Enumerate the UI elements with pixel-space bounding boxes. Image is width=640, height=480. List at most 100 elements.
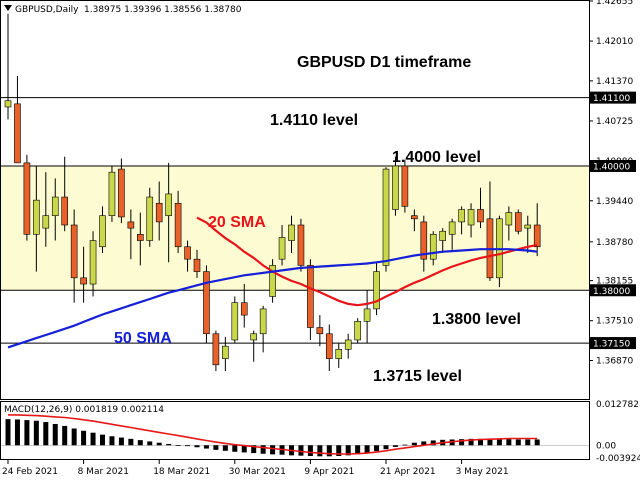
candle-body [429,234,437,260]
candle-body [373,271,380,310]
macd-bar [147,441,153,446]
macd-bar [496,439,502,446]
macd-tick-label: -0.003924 [596,454,640,464]
date-tick-label: 9 Apr 2021 [304,467,354,477]
candle [392,156,399,216]
candle [344,333,352,359]
macd-bar [137,440,143,446]
candle-body [467,209,475,226]
candle-body [155,202,163,223]
price-tick-label: 1.40725 [596,117,633,127]
candle [269,259,276,303]
candle [51,178,59,241]
macd-bar [364,445,370,454]
candle [325,324,333,372]
candle [335,343,343,368]
candle [533,203,541,257]
price-tick-label: 1.41370 [596,77,633,87]
candle-body [174,202,182,248]
sma20-line [196,216,538,307]
symbol-dropdown-icon[interactable] [4,5,12,11]
candle [467,203,475,238]
candle-body [363,308,371,322]
candle [307,259,314,340]
candle-body [420,221,428,260]
macd-bar [203,445,209,449]
candle [33,165,40,272]
candle [354,318,361,344]
candle-body [392,165,399,210]
macd-bar [336,445,342,456]
macd-bar [383,445,389,450]
level-tag-bg [590,91,636,104]
candle [259,305,267,353]
date-tick-label: 30 Mar 2021 [229,467,286,477]
level-label-1-4000: 1.4000 level [392,149,481,166]
candle-body [42,215,50,229]
candle-body [477,209,484,223]
date-tick-label: 18 Mar 2021 [153,467,210,477]
macd-bar [411,442,417,446]
candle [448,218,456,250]
candle [80,246,87,303]
candle [23,154,31,241]
candle-body [51,196,59,216]
price-tick-label: 1.36870 [596,356,633,366]
candle [231,296,239,344]
macd-bar [71,428,77,446]
candle [250,330,257,362]
macd-bar [194,445,200,448]
candle [118,158,125,224]
macd-bar [43,422,49,446]
candle-body [278,237,286,260]
candle [496,215,503,288]
macd-signal-line [8,414,538,455]
candle-body [33,199,40,235]
macd-bar [14,419,20,446]
candle-body [288,224,295,241]
candle-body [61,196,69,226]
header-ohlc: 1.38975 1.39396 1.38556 1.38780 [84,5,242,15]
candle-body [203,271,210,335]
candle-body [23,162,31,235]
macd-bar [355,445,361,455]
candle-body [259,308,267,335]
sma50-label: 50 SMA [114,330,172,347]
candle [70,209,78,303]
macd-tick-label: 0.00 [596,441,616,451]
candle-body [325,333,333,359]
candle [240,284,248,328]
macd-bar [421,441,427,446]
candle-body [250,333,257,341]
macd-bar [109,436,115,446]
candle [382,167,390,272]
macd-bar [525,439,531,446]
candle-body [411,215,418,220]
macd-bar [374,445,380,452]
macd-bar [222,445,228,451]
candle-body [70,224,78,279]
candle-body [524,224,532,229]
candle-body [448,221,456,235]
candle-body [137,234,144,241]
level-tag-text: 1.40000 [593,162,630,172]
price-tick-label: 1.42655 [596,0,633,7]
macd-bar [298,445,304,456]
header: GBPUSD,Daily 1.38975 1.39396 1.38556 1.3… [4,5,242,15]
macd-bar [90,432,96,446]
macd-tick-label: 0.012782 [596,400,639,410]
macd-bar [515,439,521,446]
timeframe-title: GBPUSD D1 timeframe [297,54,471,71]
macd-bar [478,438,483,446]
candle [420,215,428,272]
candle [316,315,324,347]
candle-body [514,212,522,232]
candle-body [127,221,135,229]
candle [146,187,154,247]
candle [505,206,513,241]
candle [4,13,12,120]
candle [212,330,220,372]
macd-bar [166,444,172,446]
candle [401,159,409,213]
